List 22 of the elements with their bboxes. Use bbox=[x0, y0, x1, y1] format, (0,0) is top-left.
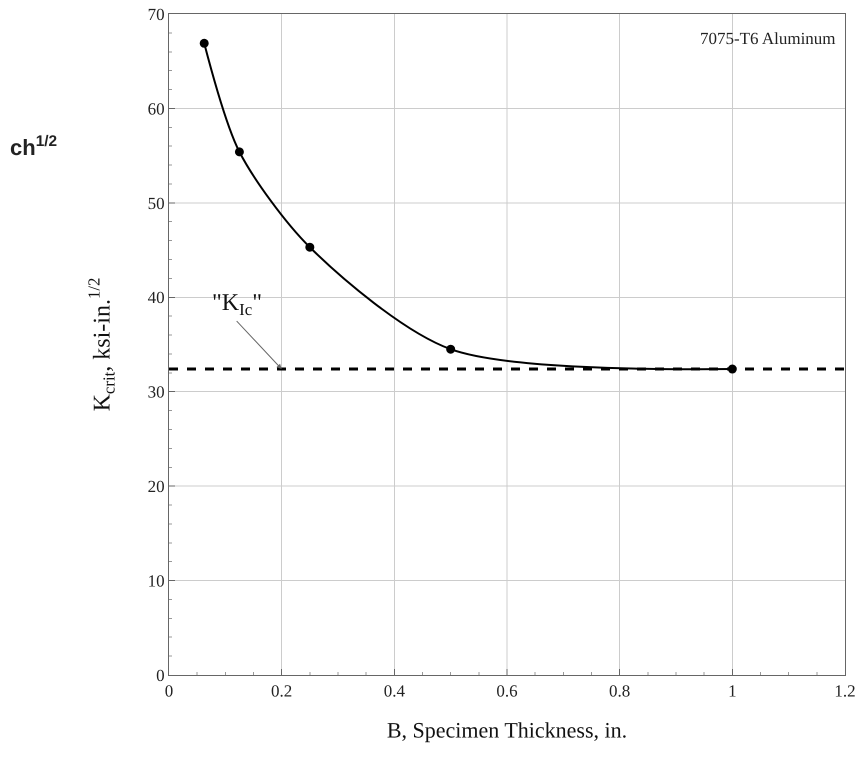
point bbox=[305, 242, 314, 252]
annotation: "K$_{Ic}$" bbox=[212, 290, 262, 320]
y-tick-label: 20 bbox=[148, 477, 165, 496]
y-tick-label: 10 bbox=[148, 572, 165, 591]
x-tick-label: 0.4 bbox=[384, 681, 406, 700]
point bbox=[200, 38, 209, 48]
x-tick-label: 0.8 bbox=[609, 681, 630, 700]
x-tick-label: 1 bbox=[728, 681, 737, 700]
y-tick-label: 30 bbox=[148, 382, 165, 402]
point bbox=[446, 344, 456, 354]
point bbox=[234, 147, 244, 156]
y-tick-label: 50 bbox=[148, 194, 165, 213]
y-tick-label: 40 bbox=[148, 288, 165, 308]
y-tick-label: 0 bbox=[156, 666, 165, 685]
y-tick-label: 60 bbox=[148, 99, 165, 118]
x-axis-title: B, Specimen Thickness, in. bbox=[386, 717, 628, 742]
x-tick-label: 0.2 bbox=[271, 681, 292, 700]
y-tick-label: 70 bbox=[148, 4, 165, 24]
text: ch$^{1/2}$ bbox=[10, 133, 58, 160]
x-tick-label: 0.6 bbox=[496, 681, 518, 700]
annotation: 7075-T6 Aluminum bbox=[700, 29, 836, 48]
x-tick-label: 1.2 bbox=[834, 681, 856, 700]
